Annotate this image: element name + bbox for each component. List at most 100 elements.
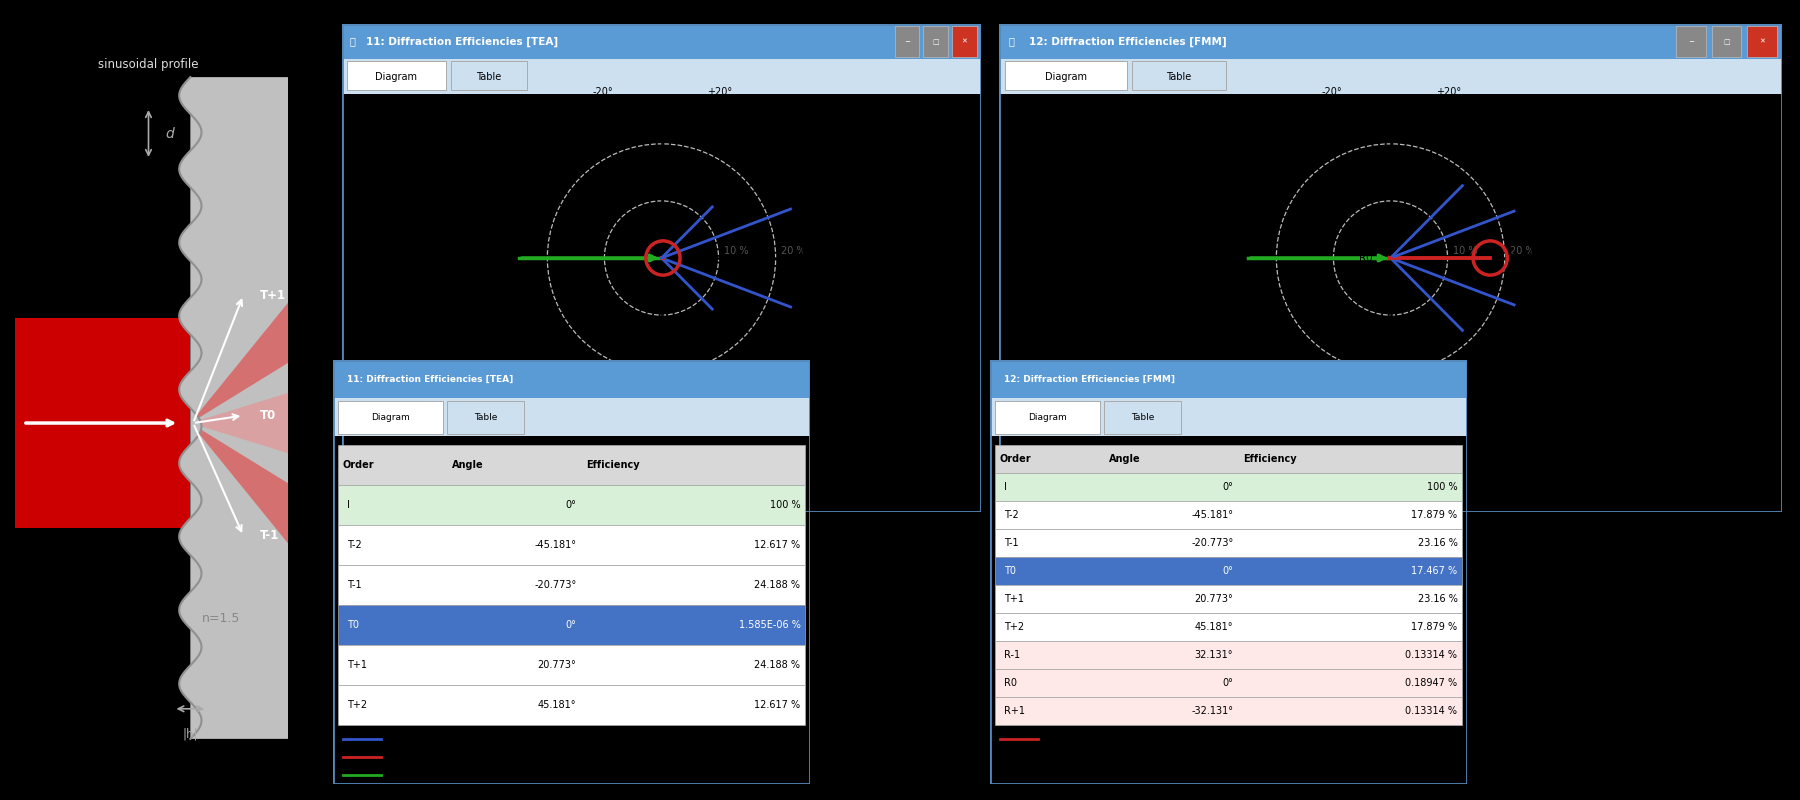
Text: 0°: 0° xyxy=(1222,566,1233,576)
Text: T-1: T-1 xyxy=(803,310,819,319)
Text: T-2: T-2 xyxy=(347,540,362,550)
Text: 24.188 %: 24.188 % xyxy=(754,660,801,670)
Text: T+2: T+2 xyxy=(347,700,367,710)
Text: R-1: R-1 xyxy=(1361,240,1379,250)
Bar xyxy=(338,685,805,725)
Text: Diagram: Diagram xyxy=(371,413,410,422)
Text: 10 %: 10 % xyxy=(1453,246,1478,256)
Text: -40°: -40° xyxy=(1271,117,1291,127)
Text: 100 %: 100 % xyxy=(770,500,801,510)
Text: R0: R0 xyxy=(1359,253,1373,263)
Text: □: □ xyxy=(1723,38,1730,45)
Polygon shape xyxy=(191,302,288,423)
Bar xyxy=(995,445,1462,473)
Text: 0°: 0° xyxy=(477,253,488,263)
Text: +60°: +60° xyxy=(1526,162,1552,172)
Bar xyxy=(995,473,1462,501)
Text: 17.879 %: 17.879 % xyxy=(1411,510,1458,520)
Text: -80°: -80° xyxy=(482,218,504,228)
Text: -20.773°: -20.773° xyxy=(1192,538,1233,548)
Text: -40°: -40° xyxy=(542,117,562,127)
Bar xyxy=(995,641,1462,669)
Text: Transmitted Orders: Transmitted Orders xyxy=(394,735,482,744)
Bar xyxy=(999,24,1782,59)
Bar xyxy=(895,26,920,57)
Bar xyxy=(952,26,977,57)
Bar xyxy=(995,669,1462,697)
Text: T0: T0 xyxy=(347,620,360,630)
Bar xyxy=(338,445,805,485)
Text: 10 %: 10 % xyxy=(724,246,749,256)
Text: 0°: 0° xyxy=(565,620,576,630)
Text: 20 %: 20 % xyxy=(781,246,806,256)
Text: ─: ─ xyxy=(905,38,909,45)
Bar xyxy=(333,360,810,398)
Text: d: d xyxy=(166,126,175,141)
Text: -60°: -60° xyxy=(502,162,524,172)
Text: T-1: T-1 xyxy=(261,530,279,542)
Text: 0°: 0° xyxy=(1564,253,1575,263)
Text: 20.773°: 20.773° xyxy=(538,660,576,670)
Text: T0: T0 xyxy=(261,409,277,422)
Text: Table: Table xyxy=(477,72,502,82)
Bar xyxy=(995,401,1100,434)
Text: 0°: 0° xyxy=(1222,482,1233,492)
Text: Table: Table xyxy=(473,413,497,422)
Text: -20.773°: -20.773° xyxy=(535,580,576,590)
Text: T+1: T+1 xyxy=(347,660,367,670)
Text: 32.131°: 32.131° xyxy=(1195,650,1233,660)
Text: R0: R0 xyxy=(1004,678,1017,688)
Text: 12.617 %: 12.617 % xyxy=(754,700,801,710)
Text: -80°: -80° xyxy=(1211,218,1233,228)
Text: 23.16 %: 23.16 % xyxy=(1418,594,1458,604)
Text: 0°: 0° xyxy=(565,500,576,510)
Text: 20 %: 20 % xyxy=(1510,246,1535,256)
Text: Diagram: Diagram xyxy=(1028,413,1067,422)
Text: +20°: +20° xyxy=(707,87,733,97)
Bar xyxy=(923,26,949,57)
Bar xyxy=(995,529,1462,557)
Text: T+1: T+1 xyxy=(1523,198,1544,209)
Text: +80°: +80° xyxy=(1546,218,1571,228)
Text: ✕: ✕ xyxy=(1759,38,1764,45)
Text: -20°: -20° xyxy=(592,87,614,97)
Bar xyxy=(338,401,443,434)
Text: Incident Wave: Incident Wave xyxy=(394,770,459,779)
Text: 23.16 %: 23.16 % xyxy=(1418,538,1458,548)
Text: 11: Diffraction Efficiencies [TEA]: 11: Diffraction Efficiencies [TEA] xyxy=(365,37,558,46)
Text: -32.131°: -32.131° xyxy=(1192,706,1233,716)
Text: Reflected Orders: Reflected Orders xyxy=(1051,735,1129,744)
Text: n=1.5: n=1.5 xyxy=(202,612,239,625)
Text: T-1: T-1 xyxy=(347,580,362,590)
Polygon shape xyxy=(180,77,288,739)
Text: |h|: |h| xyxy=(182,728,198,741)
Bar xyxy=(342,59,981,94)
Text: +20°: +20° xyxy=(1436,87,1462,97)
Bar xyxy=(999,59,1782,94)
Text: T-2: T-2 xyxy=(720,319,734,330)
Bar xyxy=(1004,61,1127,90)
Text: 12.617 %: 12.617 % xyxy=(754,540,801,550)
Bar xyxy=(1132,61,1226,90)
Bar xyxy=(995,697,1462,725)
Text: 12: Diffraction Efficiencies [FMM]: 12: Diffraction Efficiencies [FMM] xyxy=(1030,37,1226,46)
Text: 45.181°: 45.181° xyxy=(1195,622,1233,632)
Text: Diagram: Diagram xyxy=(1044,72,1087,82)
Text: Order: Order xyxy=(999,454,1031,464)
Text: ⛉: ⛉ xyxy=(349,37,356,46)
Text: T-2: T-2 xyxy=(1469,341,1485,350)
Text: Table: Table xyxy=(1130,413,1154,422)
Bar xyxy=(342,24,981,59)
Text: Table: Table xyxy=(1166,72,1192,82)
Text: 17.467 %: 17.467 % xyxy=(1411,566,1458,576)
Bar xyxy=(338,525,805,565)
Text: 45.181°: 45.181° xyxy=(538,700,576,710)
Text: 24.188 %: 24.188 % xyxy=(754,580,801,590)
Text: Angle: Angle xyxy=(1109,454,1141,464)
Text: 100 %: 100 % xyxy=(1427,482,1458,492)
Text: +80°: +80° xyxy=(817,218,842,228)
Text: I: I xyxy=(347,500,351,510)
Bar xyxy=(14,318,191,528)
Text: ✕: ✕ xyxy=(961,38,967,45)
Bar xyxy=(995,613,1462,641)
